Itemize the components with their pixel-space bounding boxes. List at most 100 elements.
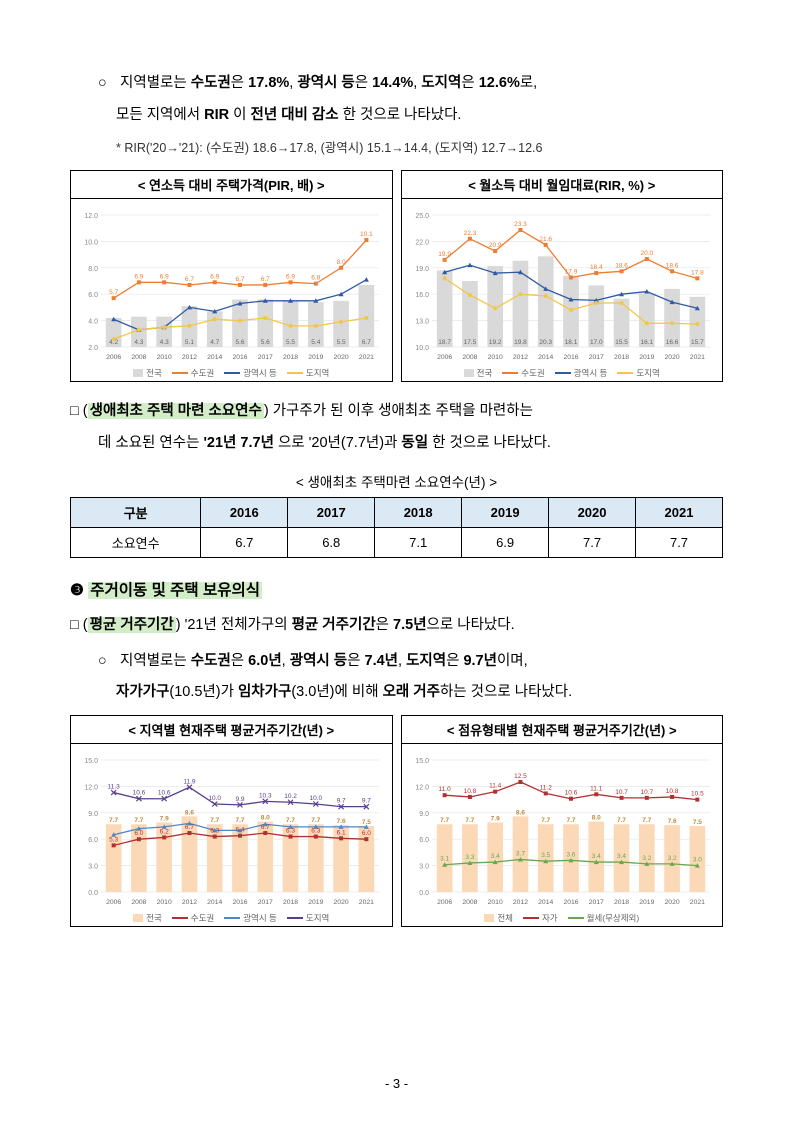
svg-text:2010: 2010	[157, 354, 172, 361]
svg-text:2021: 2021	[689, 354, 704, 361]
svg-text:2014: 2014	[207, 899, 222, 906]
svg-text:2014: 2014	[207, 354, 222, 361]
svg-text:4.0: 4.0	[88, 319, 98, 326]
svg-text:2012: 2012	[512, 354, 527, 361]
td: 7.7	[549, 528, 636, 558]
legend: 전국 수도권 광역시 등 도지역	[75, 367, 388, 379]
svg-text:2017: 2017	[258, 354, 273, 361]
svg-text:5.3: 5.3	[109, 836, 118, 843]
svg-text:2012: 2012	[182, 354, 197, 361]
svg-text:9.7: 9.7	[362, 797, 371, 804]
t: ,	[398, 653, 406, 669]
t: 하는 것으로 나타났다.	[440, 684, 572, 700]
t: 수도권	[191, 75, 231, 91]
svg-text:6.7: 6.7	[362, 339, 371, 346]
svg-text:17.0: 17.0	[589, 339, 602, 346]
chart-title: < 지역별 현재주택 평균거주기간(년) >	[71, 716, 392, 744]
svg-text:2008: 2008	[462, 354, 477, 361]
t: 7.5년	[393, 617, 427, 633]
svg-text:25.0: 25.0	[415, 213, 429, 220]
svg-text:2017: 2017	[258, 899, 273, 906]
chart-title: < 월소득 대비 월임대료(RIR, %) >	[402, 171, 723, 199]
svg-text:2008: 2008	[131, 354, 146, 361]
svg-text:4.3: 4.3	[134, 339, 143, 346]
svg-text:9.9: 9.9	[235, 796, 244, 803]
tenure-svg: 0.03.06.09.012.015.011.010.811.412.511.2…	[406, 750, 716, 910]
svg-text:7.7: 7.7	[642, 817, 651, 824]
t: )	[264, 403, 269, 419]
svg-text:6.7: 6.7	[235, 276, 244, 283]
page-number: - 3 -	[0, 1076, 793, 1091]
svg-text:3.0: 3.0	[419, 863, 429, 870]
legend: 전국 수도권 광역시 등 도지역	[75, 912, 388, 924]
t: 전년 대비 감소	[251, 107, 339, 123]
lg: 수도권	[521, 367, 544, 379]
box-bullet: □	[70, 617, 79, 633]
svg-text:10.0: 10.0	[415, 345, 429, 352]
bullet-circle: ○	[98, 648, 116, 676]
svg-text:5.5: 5.5	[337, 339, 346, 346]
t: '21년 전체가구의	[185, 617, 292, 633]
svg-text:6.7: 6.7	[185, 276, 194, 283]
td: 6.7	[201, 528, 288, 558]
t: (3.0년)에 비해	[291, 684, 382, 700]
p2-line1: □ (생애최초 주택 마련 소요연수) 가구주가 된 이후 생애최초 주택을 마…	[70, 398, 723, 426]
svg-text:8.0: 8.0	[261, 814, 270, 821]
chart-title: < 점유형태별 현재주택 평균거주기간(년) >	[402, 716, 723, 744]
lg: 광역시 등	[574, 367, 608, 379]
t: )	[176, 617, 181, 633]
t: 모든 지역에서	[116, 107, 204, 123]
svg-text:10.8: 10.8	[463, 788, 476, 795]
svg-text:6.7: 6.7	[261, 824, 270, 831]
lg: 전국	[146, 912, 162, 924]
svg-text:3.2: 3.2	[642, 855, 651, 862]
svg-text:18.6: 18.6	[665, 262, 678, 269]
chart-title: < 연소득 대비 주택가격(PIR, 배) >	[71, 171, 392, 199]
svg-text:2006: 2006	[437, 354, 452, 361]
p1-line1: ○ 지역별로는 수도권은 17.8%, 광역시 등은 14.4%, 도지역은 1…	[70, 70, 723, 98]
svg-text:6.9: 6.9	[286, 273, 295, 280]
th: 2018	[375, 498, 462, 528]
t: 지역별로는	[120, 653, 191, 669]
table-row: 소요연수 6.7 6.8 7.1 6.9 7.7 7.7	[71, 528, 723, 558]
svg-text:19.8: 19.8	[514, 339, 527, 346]
svg-text:2014: 2014	[538, 899, 553, 906]
t: 오래 거주	[383, 684, 440, 700]
svg-text:2021: 2021	[689, 899, 704, 906]
th: 2020	[549, 498, 636, 528]
svg-text:6.9: 6.9	[134, 273, 143, 280]
svg-text:10.5: 10.5	[691, 790, 704, 797]
svg-text:2016: 2016	[232, 354, 247, 361]
t: 은	[231, 653, 248, 669]
pir-chart: < 연소득 대비 주택가격(PIR, 배) > 2.04.06.08.010.0…	[70, 170, 393, 382]
svg-text:2018: 2018	[613, 899, 628, 906]
svg-text:3.6: 3.6	[566, 851, 575, 858]
svg-text:2014: 2014	[538, 354, 553, 361]
th: 구분	[71, 498, 201, 528]
svg-text:3.4: 3.4	[617, 853, 626, 860]
svg-text:5.6: 5.6	[261, 339, 270, 346]
svg-text:7.7: 7.7	[235, 817, 244, 824]
svg-text:2018: 2018	[283, 899, 298, 906]
svg-text:8.0: 8.0	[591, 814, 600, 821]
lg: 월세(무상제외)	[587, 912, 640, 924]
t: 은	[461, 75, 478, 91]
t: 데 소요된 연수는	[98, 435, 203, 451]
svg-text:9.0: 9.0	[419, 811, 429, 818]
t: 이며,	[497, 653, 528, 669]
svg-text:3.2: 3.2	[667, 855, 676, 862]
svg-text:5.4: 5.4	[311, 339, 320, 346]
t: 으로 '20년(7.7년)과	[278, 435, 401, 451]
svg-text:7.7: 7.7	[541, 817, 550, 824]
t: 한 것으로 나타났다.	[432, 435, 551, 451]
t: 은	[355, 75, 372, 91]
svg-text:6.7: 6.7	[185, 824, 194, 831]
svg-text:12.0: 12.0	[84, 213, 98, 220]
years-table: 구분 2016 2017 2018 2019 2020 2021 소요연수 6.…	[70, 497, 723, 558]
svg-text:2016: 2016	[563, 899, 578, 906]
hl: 평균 거주기간	[88, 617, 176, 633]
svg-text:6.0: 6.0	[419, 837, 429, 844]
svg-text:5.6: 5.6	[235, 339, 244, 346]
table-caption: < 생애최초 주택마련 소요연수(년) >	[70, 471, 723, 491]
rir-chart: < 월소득 대비 월임대료(RIR, %) > 10.013.016.019.0…	[401, 170, 724, 382]
